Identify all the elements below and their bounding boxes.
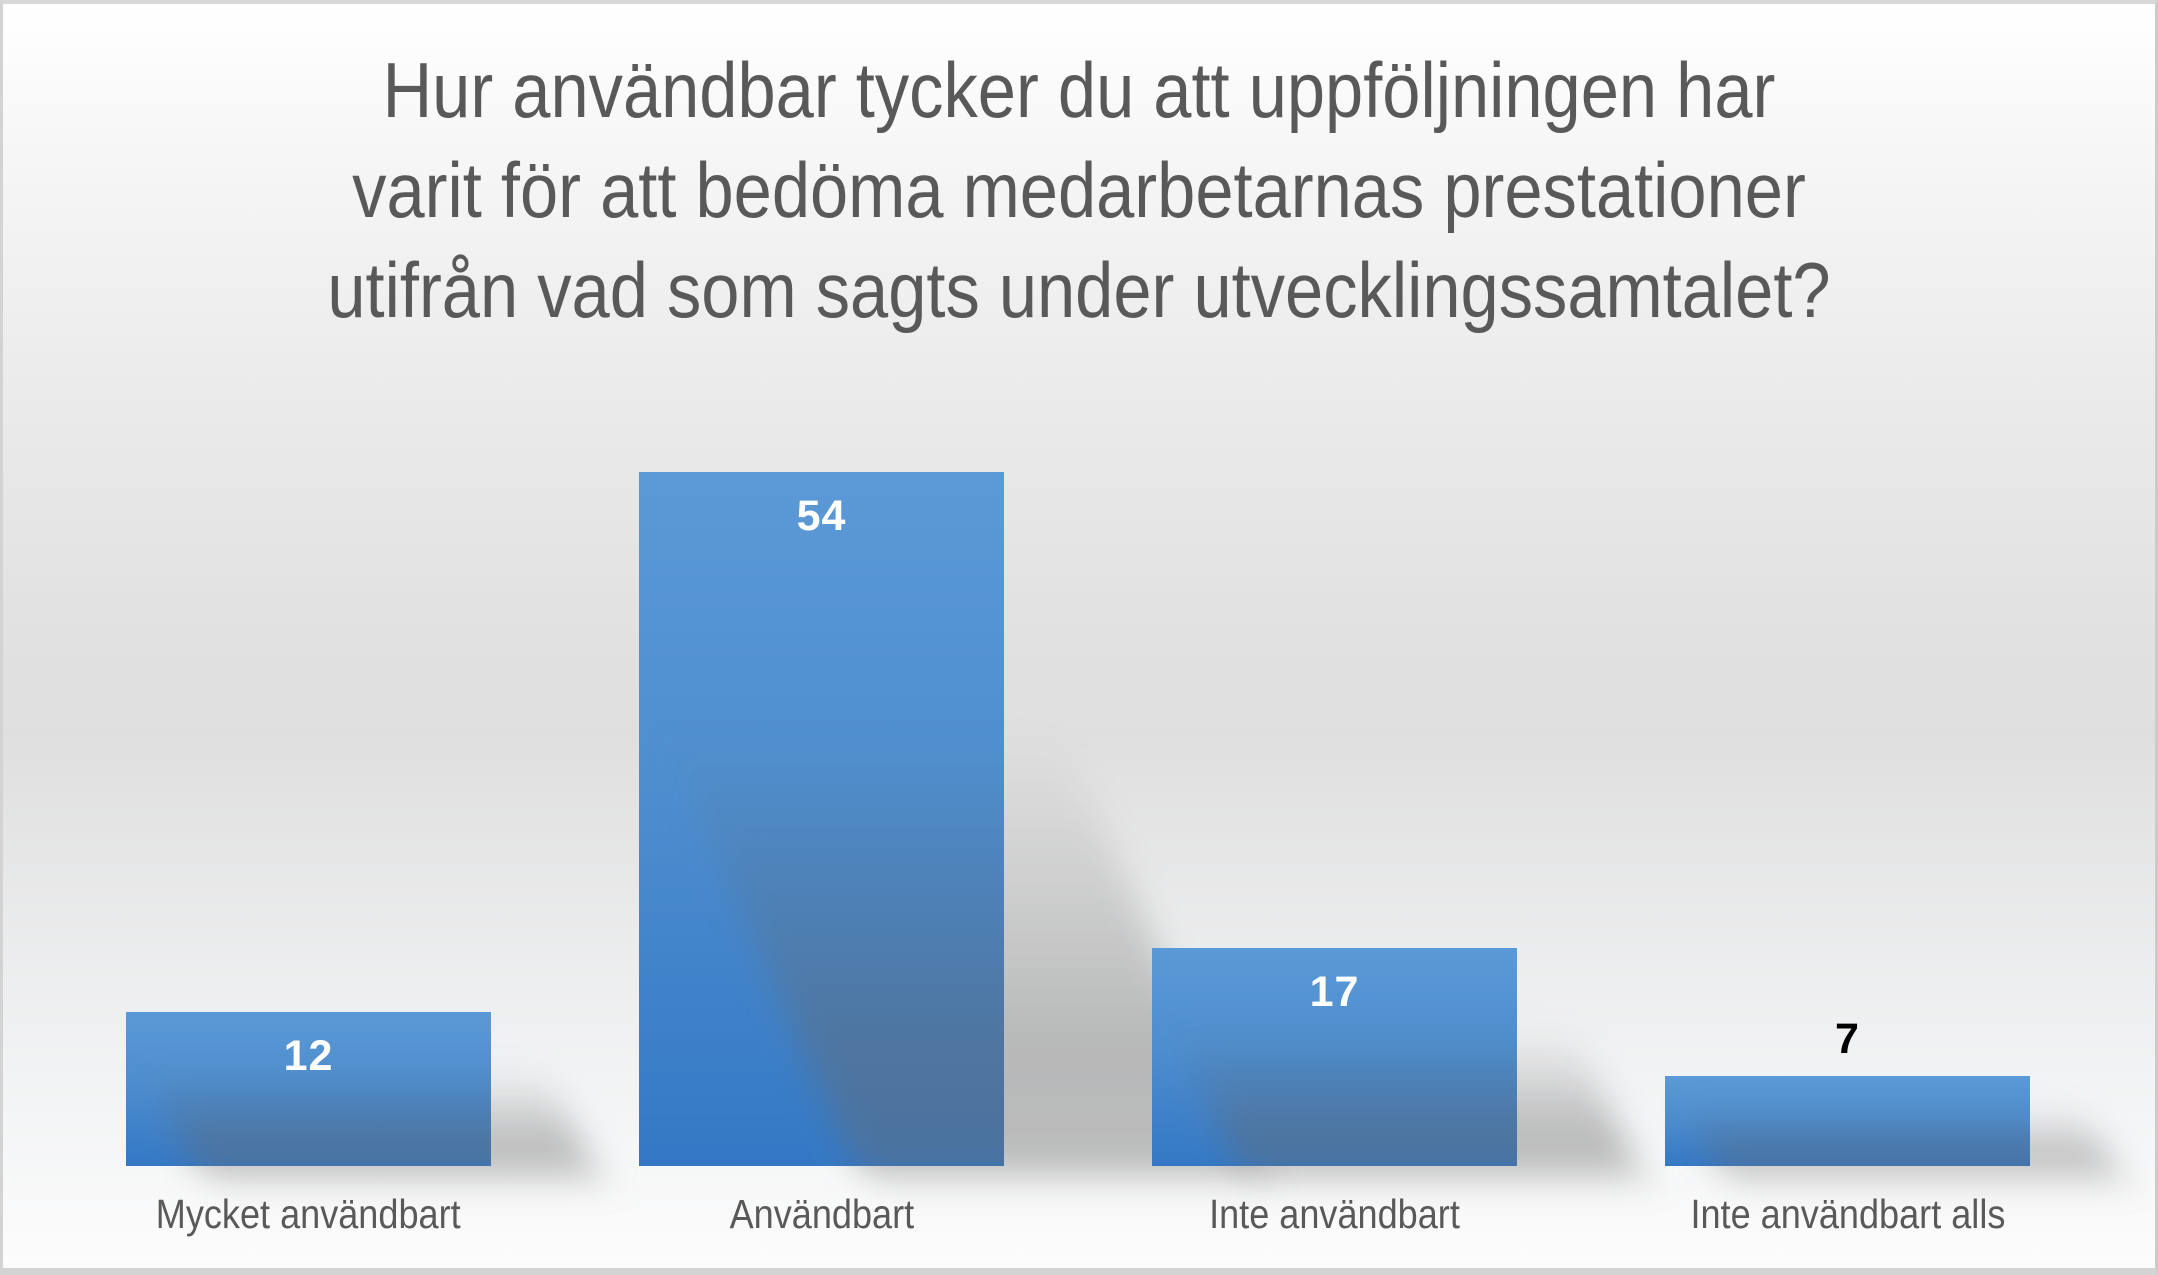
bar-anvandbart: 54 xyxy=(639,472,1004,1166)
data-label: 17 xyxy=(1309,968,1360,1016)
category-label-text: Mycket användbart xyxy=(156,1191,461,1237)
category-label-text: Användbart xyxy=(729,1191,914,1237)
category-label: Mycket användbart xyxy=(126,1190,491,1238)
category-label: Inte användbart alls xyxy=(1665,1190,2030,1238)
category-label-text: Inte användbart xyxy=(1209,1191,1460,1237)
data-label: 12 xyxy=(283,1032,334,1080)
category-label: Användbart xyxy=(639,1190,1004,1238)
category-label-text: Inte användbart alls xyxy=(1690,1191,2005,1237)
data-label: 7 xyxy=(1835,1015,1860,1063)
bar-inte-anvandbart-alls: 7 xyxy=(1665,1015,2030,1166)
bar-mycket-anvandbart: 12 xyxy=(126,1012,491,1166)
bar-inte-anvandbart: 17 xyxy=(1152,948,1517,1166)
plot-area: 12 54 17 7 Mycket användbart Användbart … xyxy=(3,4,2155,1268)
category-label: Inte användbart xyxy=(1152,1190,1517,1238)
chart-title: Hur användbar tycker du att uppföljninge… xyxy=(327,46,1831,334)
data-label: 54 xyxy=(796,492,847,540)
